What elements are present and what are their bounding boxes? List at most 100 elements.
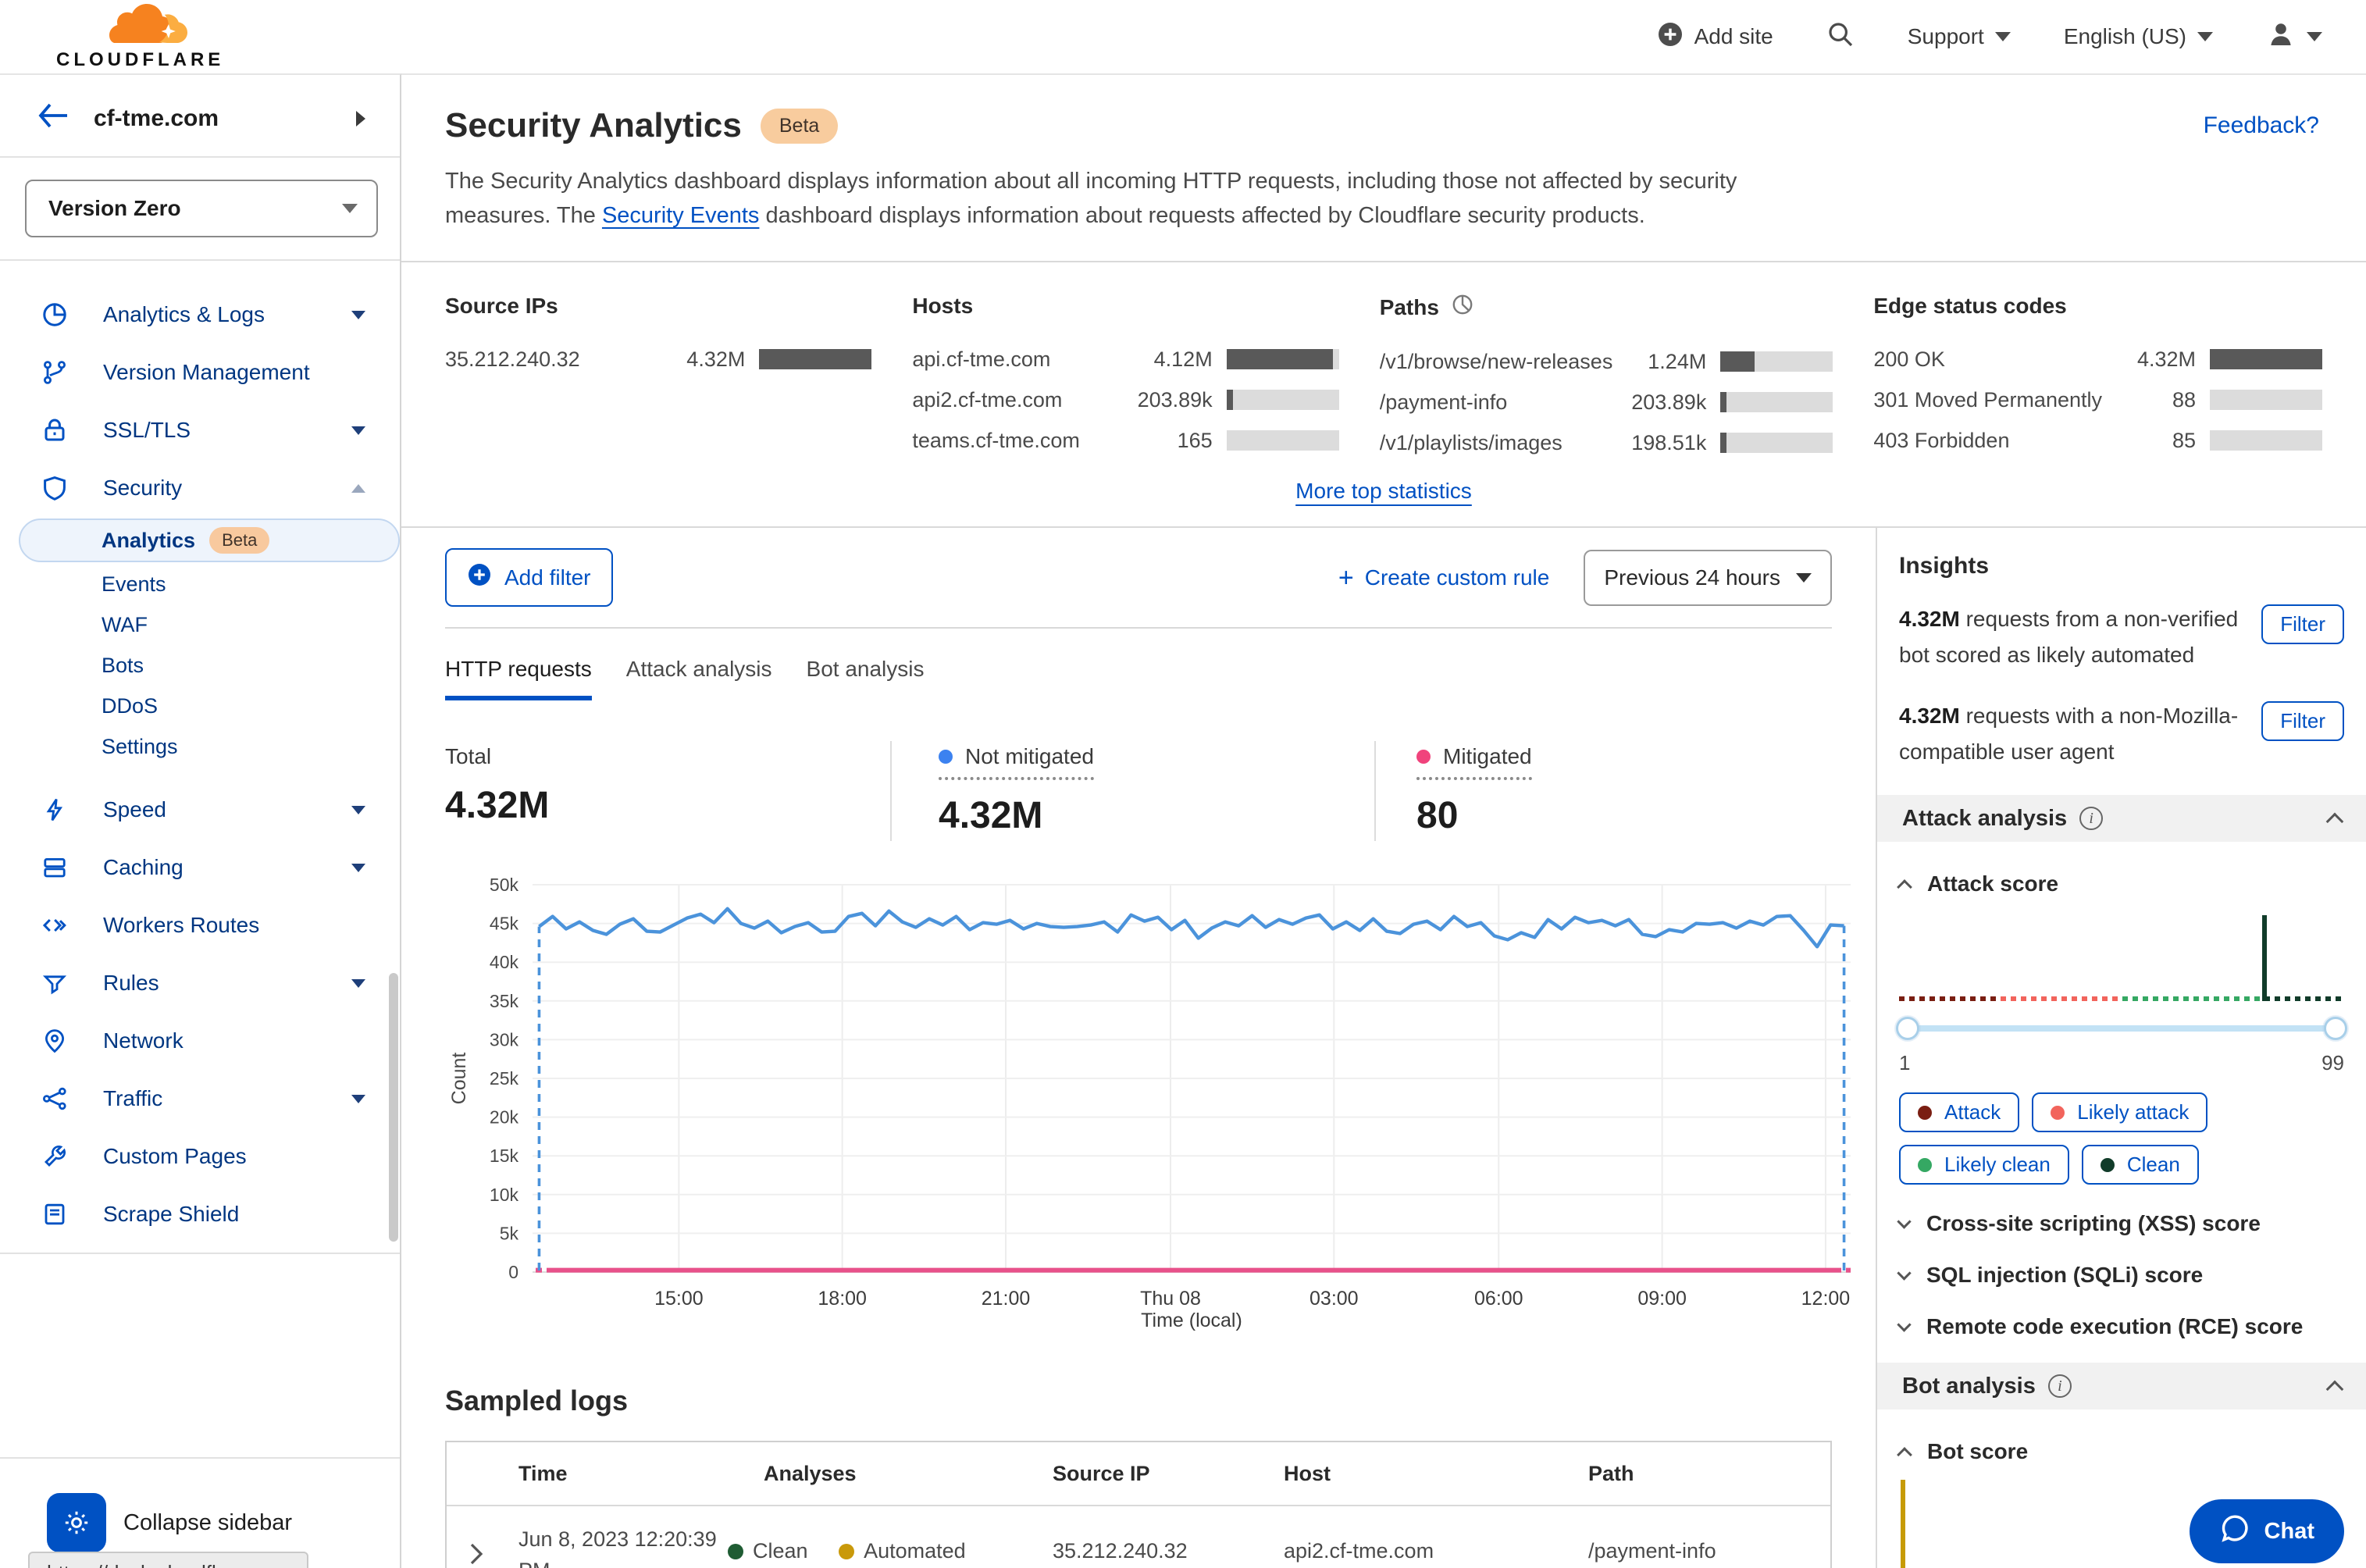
add-site-label: Add site [1694, 24, 1773, 48]
stat-label: 403 Forbidden [1873, 428, 2010, 452]
sidebar-item-security-settings[interactable]: Settings [0, 726, 400, 767]
add-filter-button[interactable]: Add filter [445, 548, 613, 607]
support-menu[interactable]: Support [1908, 24, 2011, 49]
column-header-host[interactable]: Host [1284, 1461, 1331, 1485]
chevron-right-icon[interactable] [356, 111, 365, 127]
legend-attack[interactable]: Attack [1899, 1092, 2020, 1132]
sidebar-item-security-ddos[interactable]: DDoS [0, 686, 400, 726]
language-menu[interactable]: English (US) [2064, 24, 2213, 49]
attack-score-histogram [1899, 904, 2344, 1001]
tab-bot-analysis[interactable]: Bot analysis [806, 657, 925, 681]
stat-label: 200 OK [1873, 347, 1945, 371]
collapse-sidebar[interactable]: Collapse sidebar [47, 1493, 292, 1552]
stat-row: /v1/browse/new-releases 1.24M [1380, 341, 1833, 382]
not-mitigated-label[interactable]: Not mitigated [939, 744, 1094, 780]
red-dot-icon [2051, 1105, 2065, 1120]
sidebar-item-traffic[interactable]: Traffic [0, 1070, 400, 1128]
analysis-label: Clean [753, 1539, 808, 1563]
sidebar-item-label: Workers Routes [103, 913, 260, 937]
sqli-score-row[interactable]: SQL injection (SQLi) score [1897, 1263, 2344, 1288]
green-dot-icon [1918, 1157, 1932, 1172]
sidebar-item-analytics-logs[interactable]: Analytics & Logs [0, 286, 400, 344]
svg-text:18:00: 18:00 [818, 1288, 867, 1310]
sidebar-item-security-analytics[interactable]: Analytics Beta [19, 519, 400, 562]
sidebar-item-security-events[interactable]: Events [0, 564, 400, 604]
pie-slice-icon[interactable] [1452, 294, 1473, 321]
insight-filter-button[interactable]: Filter [2261, 701, 2344, 741]
sidebar-item-security-bots[interactable]: Bots [0, 645, 400, 686]
time-range-select[interactable]: Previous 24 hours [1584, 549, 1832, 606]
divider [401, 261, 2366, 262]
sidebar-item-security-waf[interactable]: WAF [0, 604, 400, 645]
column-header-path[interactable]: Path [1588, 1461, 1634, 1485]
svg-text:45k: 45k [490, 914, 519, 934]
stat-value: 203.89k [1137, 387, 1213, 412]
chat-button[interactable]: Chat [2189, 1499, 2344, 1563]
version-select[interactable]: Version Zero [25, 180, 378, 237]
feedback-link[interactable]: Feedback? [2203, 112, 2319, 138]
security-events-link[interactable]: Security Events [601, 203, 760, 228]
cloudflare-logo[interactable]: CLOUDFLARE [56, 2, 224, 71]
sidebar-item-caching[interactable]: Caching [0, 839, 400, 896]
expand-row-chevron-icon[interactable] [447, 1523, 506, 1568]
legend-clean[interactable]: Clean [2081, 1145, 2199, 1185]
slider-handle-max[interactable] [2324, 1017, 2347, 1040]
add-site-button[interactable]: Add site [1657, 21, 1773, 53]
tab-http-requests[interactable]: HTTP requests [445, 657, 592, 700]
back-arrow-icon[interactable] [37, 103, 69, 134]
bot-analysis-section-header[interactable]: Bot analysis i [1877, 1363, 2366, 1409]
totals-row: Total 4.32M Not mitigated 4.32M Mitigate… [445, 741, 1832, 841]
account-menu[interactable] [2266, 20, 2322, 55]
column-header-analyses[interactable]: Analyses [764, 1461, 857, 1485]
pink-dot-icon [1416, 750, 1431, 764]
slider-handle-min[interactable] [1896, 1017, 1919, 1040]
search-button[interactable] [1826, 20, 1855, 54]
sidebar-item-label: Network [103, 1028, 184, 1053]
sidebar-item-version-management[interactable]: Version Management [0, 344, 400, 401]
sidebar-item-security[interactable]: Security [0, 459, 400, 517]
sidebar-item-speed[interactable]: Speed [0, 781, 400, 839]
more-top-statistics-link[interactable]: More top statistics [1295, 479, 1472, 503]
info-icon[interactable]: i [2047, 1374, 2072, 1398]
tab-attack-analysis[interactable]: Attack analysis [625, 657, 772, 681]
stat-col-source-ips: Source IPs 35.212.240.32 4.32M [445, 294, 872, 463]
requests-time-series-chart[interactable]: 0 5k 10k 15k 20k 25k 30k 35k 40k 45k 50k 15:00 18:00… [445, 869, 1851, 1344]
plus-circle-icon [1657, 21, 1684, 53]
stat-value: 4.32M [686, 347, 746, 371]
sidebar-item-workers-routes[interactable]: Workers Routes [0, 896, 400, 954]
description-text: dashboard displays information about req… [759, 203, 1645, 228]
legend-likely-clean[interactable]: Likely clean [1899, 1145, 2069, 1185]
wrench-icon [41, 1143, 69, 1170]
sidebar-item-rules[interactable]: Rules [0, 954, 400, 1012]
legend-likely-attack[interactable]: Likely attack [2032, 1092, 2208, 1132]
attack-score-header[interactable]: Attack score [1897, 871, 2344, 896]
create-custom-rule-link[interactable]: + Create custom rule [1338, 565, 1549, 591]
insight-filter-button[interactable]: Filter [2261, 604, 2344, 644]
rce-score-row[interactable]: Remote code execution (RCE) score [1897, 1314, 2344, 1339]
stat-bar [2210, 430, 2322, 451]
sidebar-item-network[interactable]: Network [0, 1012, 400, 1070]
table-row[interactable]: Jun 8, 2023 12:20:39 PM Clean Automated … [447, 1506, 1830, 1568]
svg-text:15k: 15k [490, 1146, 519, 1166]
legend-label: Likely attack [2077, 1100, 2190, 1124]
gear-button[interactable] [47, 1493, 106, 1552]
svg-text:40k: 40k [490, 952, 519, 972]
sidebar-scrollbar[interactable] [389, 973, 398, 1242]
stat-row: api.cf-tme.com 4.12M [912, 339, 1339, 380]
attack-score-range-slider[interactable] [1896, 1017, 2347, 1040]
info-icon[interactable]: i [2079, 807, 2104, 830]
attack-analysis-section-header[interactable]: Attack analysis i [1877, 795, 2366, 842]
bot-score-header[interactable]: Bot score [1897, 1439, 2344, 1464]
page-header: Security Analytics Beta Feedback? The Se… [401, 75, 2366, 233]
slider-track[interactable] [1899, 1025, 2344, 1032]
green-dot-icon [728, 1543, 743, 1559]
xss-score-row[interactable]: Cross-site scripting (XSS) score [1897, 1211, 2344, 1236]
sidebar-item-ssl-tls[interactable]: SSL/TLS [0, 401, 400, 459]
column-header-time[interactable]: Time [518, 1461, 568, 1485]
mitigated-label[interactable]: Mitigated [1416, 744, 1532, 780]
analysis-clean-tag: Clean [728, 1539, 808, 1563]
column-header-source-ip[interactable]: Source IP [1053, 1461, 1150, 1485]
chevron-down-icon [351, 1094, 365, 1103]
sidebar-item-scrape-shield[interactable]: Scrape Shield [0, 1185, 400, 1243]
sidebar-item-custom-pages[interactable]: Custom Pages [0, 1128, 400, 1185]
